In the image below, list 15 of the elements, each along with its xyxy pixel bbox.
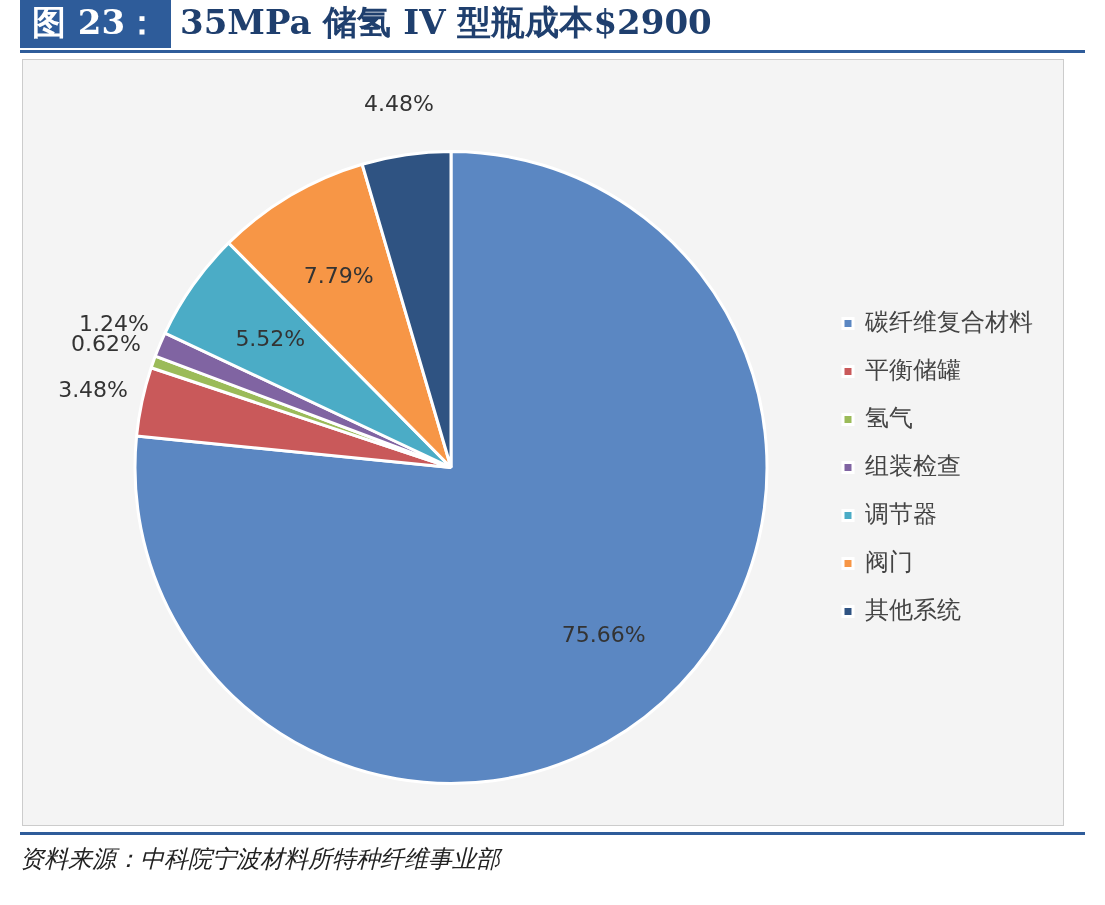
legend-label: 调节器 <box>865 499 937 528</box>
text: 资料来源：中科院宁波材料所特种纤维事业部 <box>20 832 1085 875</box>
chart-title: 35MPa 储氢 IV 型瓶成本$2900 <box>180 1 712 44</box>
legend-label: 碳纤维复合材料 <box>864 307 1033 336</box>
data-label: 5.52% <box>235 325 306 351</box>
data-label: 3.48% <box>58 376 129 402</box>
legend-label: 氢气 <box>865 403 913 432</box>
legend-label: 其他系统 <box>865 595 961 624</box>
data-label: 4.48% <box>364 90 434 116</box>
chart-subtitle: 图 23： <box>20 0 172 48</box>
legend-label: 阀门 <box>865 547 913 576</box>
data-label: 75.66% <box>561 621 646 647</box>
data-label: 7.79% <box>303 262 374 288</box>
legend-label: 平衡储罐 <box>865 355 961 384</box>
legend-label: 组装检查 <box>865 451 961 480</box>
